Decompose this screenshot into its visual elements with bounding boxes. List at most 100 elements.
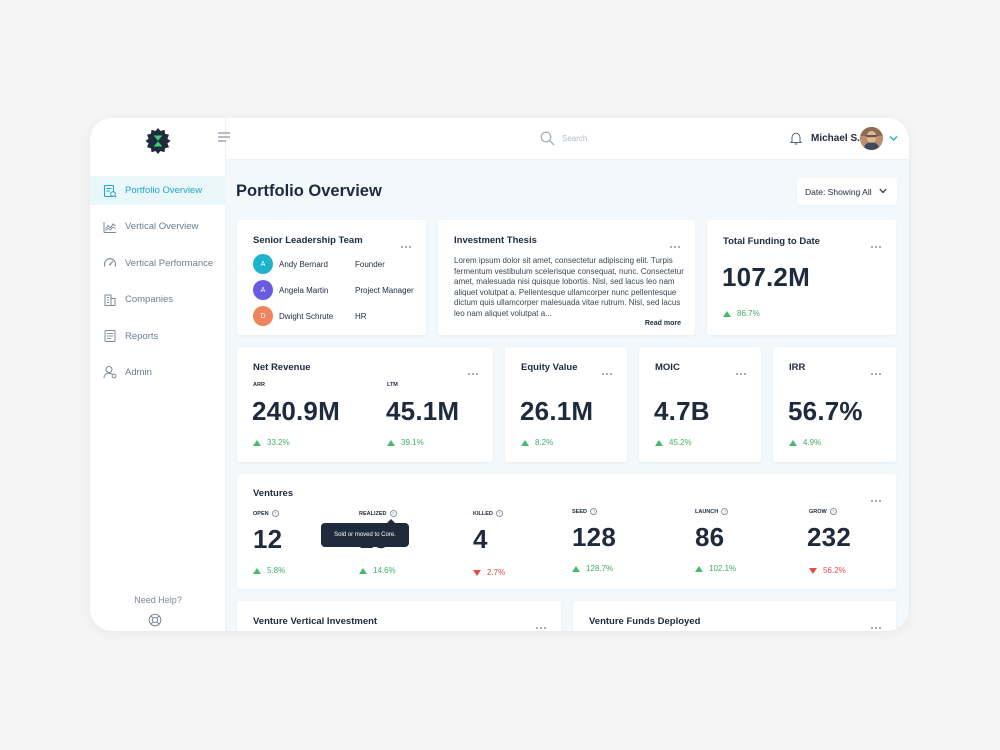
topbar: Michael S. bbox=[218, 118, 909, 160]
need-help-link[interactable]: Need Help? bbox=[134, 595, 182, 605]
venture-label-realized: REALIZED? bbox=[359, 510, 397, 517]
logo-icon[interactable] bbox=[145, 128, 171, 154]
chart-line-icon bbox=[103, 220, 117, 234]
list-item: A Angela Martin Project Manager bbox=[253, 280, 414, 300]
vertical-investment-card: Venture Vertical Investment bbox=[237, 601, 561, 631]
more-options-icon[interactable] bbox=[670, 235, 682, 248]
venture-delta: 2.7% bbox=[473, 568, 505, 577]
sidebar-item-label: Admin bbox=[125, 366, 152, 378]
funds-deployed-card: Venture Funds Deployed bbox=[573, 601, 896, 631]
metric-value: 4.7B bbox=[654, 396, 710, 426]
lifebuoy-icon[interactable] bbox=[148, 613, 162, 627]
arrow-up-icon bbox=[655, 439, 663, 446]
venture-label-open: OPEN? bbox=[253, 510, 279, 517]
arrow-up-icon bbox=[359, 567, 367, 574]
metric-delta: 86.7% bbox=[723, 309, 760, 318]
help-icon[interactable]: ? bbox=[495, 510, 503, 517]
search-bar bbox=[540, 131, 642, 146]
venture-label-seed: SEED? bbox=[572, 508, 597, 515]
sidebar-item-reports[interactable]: Reports bbox=[90, 322, 226, 351]
sidebar-item-vertical-overview[interactable]: Vertical Overview bbox=[90, 212, 226, 241]
chevron-down-icon bbox=[879, 188, 887, 194]
arrow-up-icon bbox=[387, 439, 395, 446]
date-filter-dropdown[interactable]: Date: Showing All bbox=[797, 178, 897, 205]
more-options-icon[interactable] bbox=[871, 362, 883, 375]
avatar: D bbox=[253, 306, 273, 326]
sidebar-item-vertical-performance[interactable]: Vertical Performance bbox=[90, 249, 226, 278]
ltm-value: 45.1M bbox=[386, 396, 460, 426]
avatar: A bbox=[253, 254, 273, 274]
search-input[interactable] bbox=[562, 134, 642, 143]
metric-delta: 45.2% bbox=[655, 438, 692, 447]
tooltip: Sold or moved to Core. bbox=[321, 519, 409, 547]
arr-delta: 33.2% bbox=[253, 438, 290, 447]
sidebar: Portfolio Overview Vertical Overview Ver… bbox=[90, 118, 226, 631]
card-title: Net Revenue bbox=[253, 362, 311, 373]
arrow-down-icon bbox=[809, 567, 817, 574]
metric-delta: 4.9% bbox=[789, 438, 821, 447]
thesis-text: Lorem ipsum dolor sit amet, consectetur … bbox=[454, 256, 684, 318]
irr-card: IRR 56.7% 4.9% bbox=[773, 347, 896, 462]
sidebar-item-admin[interactable]: Admin bbox=[90, 358, 226, 387]
thesis-card: Investment Thesis Lorem ipsum dolor sit … bbox=[438, 220, 695, 335]
help-icon[interactable]: ? bbox=[721, 508, 729, 515]
metric-value: 56.7% bbox=[788, 396, 863, 426]
list-item: D Dwight Schrute HR bbox=[253, 306, 367, 326]
more-options-icon[interactable] bbox=[871, 489, 883, 502]
help-icon[interactable]: ? bbox=[389, 510, 397, 517]
sidebar-item-companies[interactable]: Companies bbox=[90, 285, 226, 314]
search-icon bbox=[540, 131, 555, 146]
avatar: A bbox=[253, 280, 273, 300]
venture-value: 12 bbox=[253, 524, 283, 554]
card-title: Ventures bbox=[253, 488, 294, 499]
sidebar-item-portfolio-overview[interactable]: Portfolio Overview bbox=[90, 176, 226, 205]
app-window: Portfolio Overview Vertical Overview Ver… bbox=[90, 118, 909, 631]
chevron-down-icon[interactable] bbox=[889, 135, 898, 142]
moic-card: MOIC 4.7B 45.2% bbox=[639, 347, 761, 462]
avatar[interactable] bbox=[860, 127, 883, 150]
bell-icon[interactable] bbox=[789, 131, 803, 145]
help-icon[interactable]: ? bbox=[829, 508, 837, 515]
person-role: Project Manager bbox=[355, 285, 414, 295]
help-icon[interactable]: ? bbox=[589, 508, 597, 515]
card-title: Venture Funds Deployed bbox=[589, 616, 701, 627]
person-name: Dwight Schrute bbox=[279, 311, 334, 321]
person-role: HR bbox=[355, 311, 367, 321]
more-options-icon[interactable] bbox=[871, 235, 883, 248]
arrow-up-icon bbox=[253, 567, 261, 574]
venture-delta: 128.7% bbox=[572, 564, 613, 573]
sidebar-item-label: Companies bbox=[125, 294, 174, 306]
menu-icon[interactable] bbox=[218, 132, 230, 142]
venture-delta: 14.6% bbox=[359, 566, 396, 575]
metric-value: 107.2M bbox=[722, 262, 810, 292]
more-options-icon[interactable] bbox=[602, 362, 614, 375]
venture-label-grow: GROW? bbox=[809, 508, 837, 515]
card-title: Equity Value bbox=[521, 362, 578, 373]
more-options-icon[interactable] bbox=[736, 362, 748, 375]
more-options-icon[interactable] bbox=[468, 362, 480, 375]
arrow-down-icon bbox=[473, 569, 481, 576]
person-name: Andy Bernard bbox=[279, 259, 328, 269]
card-title: Total Funding to Date bbox=[723, 236, 820, 247]
card-title: Venture Vertical Investment bbox=[253, 616, 378, 627]
gauge-icon bbox=[103, 256, 117, 270]
arrow-up-icon bbox=[253, 439, 261, 446]
portfolio-icon bbox=[103, 184, 117, 198]
user-gear-icon bbox=[103, 365, 117, 379]
page-title: Portfolio Overview bbox=[236, 182, 382, 200]
ltm-label: LTM bbox=[387, 382, 398, 388]
read-more-link[interactable]: Read more bbox=[644, 320, 681, 327]
more-options-icon[interactable] bbox=[871, 616, 883, 629]
date-filter-label: Date: Showing All bbox=[805, 186, 872, 197]
person-role: Founder bbox=[355, 259, 385, 269]
card-title: Investment Thesis bbox=[454, 235, 537, 246]
more-options-icon[interactable] bbox=[536, 616, 548, 629]
user-name[interactable]: Michael S. bbox=[811, 133, 860, 144]
sidebar-item-label: Reports bbox=[125, 330, 159, 342]
arrow-up-icon bbox=[695, 565, 703, 572]
venture-label-launch: LAUNCH? bbox=[695, 508, 729, 515]
more-options-icon[interactable] bbox=[401, 235, 413, 248]
arrow-up-icon bbox=[723, 310, 731, 317]
metric-value: 26.1M bbox=[520, 396, 594, 426]
help-icon[interactable]: ? bbox=[271, 510, 279, 517]
